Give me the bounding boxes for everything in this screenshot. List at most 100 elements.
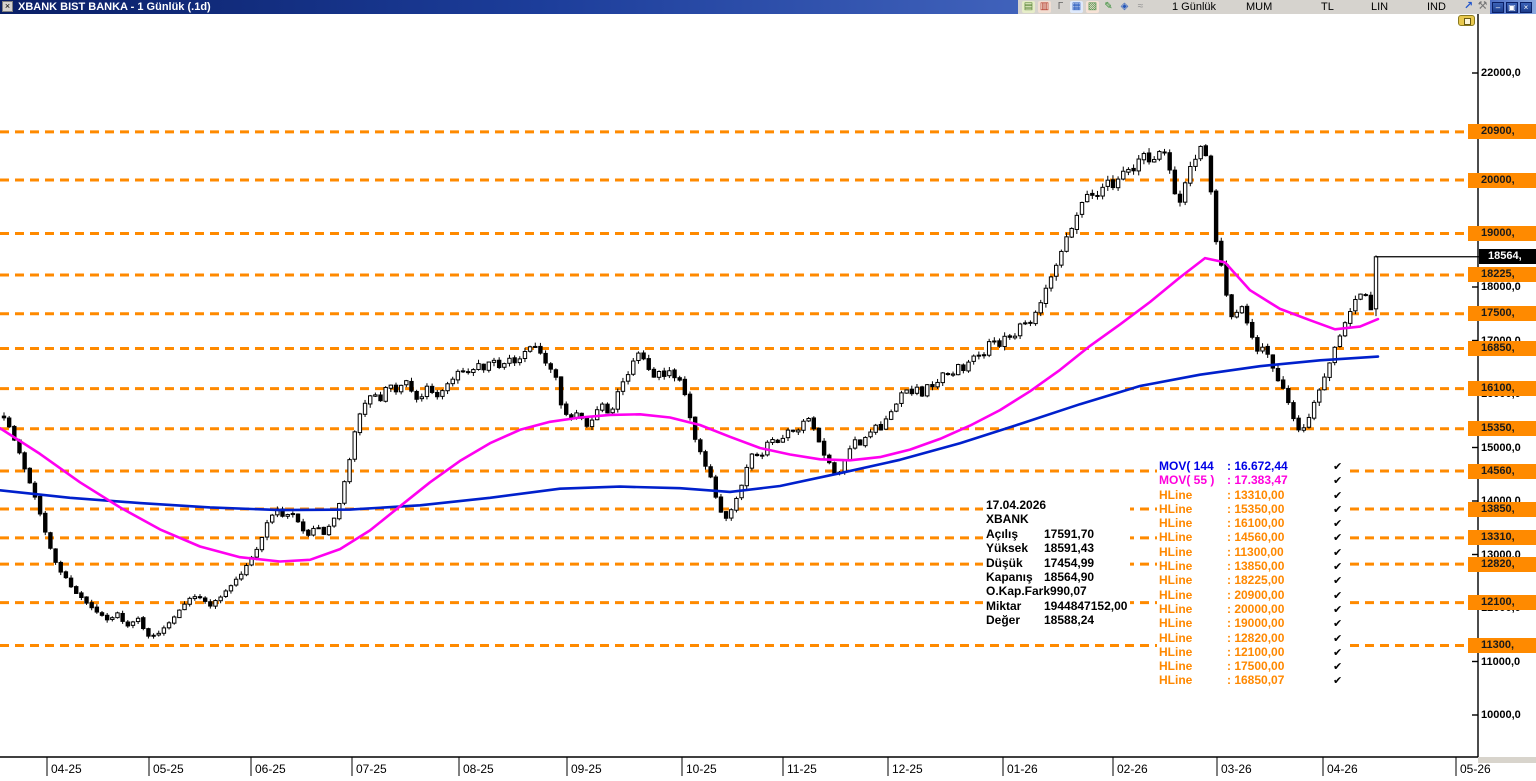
legend-row[interactable]: HLine : 17500,00 ✔ [1159, 659, 1342, 673]
toolbar-button-MUM[interactable]: MUM [1246, 1, 1273, 13]
legend-check-icon[interactable]: ✔ [1333, 575, 1343, 588]
legend-check-icon[interactable]: ✔ [1333, 646, 1343, 659]
y-axis-label-10000: 10000,0 [1481, 709, 1521, 721]
legend-name: MOV( 144 [1159, 459, 1214, 473]
toolbar-button-TL[interactable]: TL [1321, 1, 1334, 13]
legend-value: : 16.672,44 [1227, 459, 1288, 473]
info-date: 17.04.2026 [986, 498, 1047, 512]
indicator-wave-icon[interactable]: ≈ [1137, 1, 1144, 12]
legend-value: : 17500,00 [1227, 659, 1285, 674]
annotation-icon[interactable] [1458, 15, 1475, 26]
link-arrow-icon[interactable]: ↗ [1463, 0, 1474, 12]
chart-type-icon[interactable]: ▧ [1086, 1, 1099, 13]
legend-check-icon[interactable]: ✔ [1333, 489, 1343, 502]
info-symbol: XBANK [986, 512, 1029, 527]
legend-name: HLine [1159, 544, 1193, 559]
minimize-button[interactable]: – [1492, 1, 1504, 13]
legend-value: : 20900,00 [1227, 587, 1285, 602]
legend-row[interactable]: HLine: 19000,00 ✔ [1159, 616, 1342, 630]
hline-price-tag-16100[interactable]: 16100, [1468, 381, 1536, 397]
legend-name: HLine [1159, 530, 1193, 545]
legend-row[interactable]: MOV( 55 ): 17.383,47 ✔ [1159, 473, 1342, 487]
legend-row[interactable]: HLine: 20000,00 ✔ [1159, 602, 1342, 616]
y-axis-label-11000: 11000,0 [1481, 655, 1521, 668]
hline-price-tag-11300[interactable]: 11300, [1468, 637, 1536, 653]
hline-price-tag-17500[interactable]: 17500, [1468, 306, 1536, 322]
legend-name: HLine [1159, 573, 1193, 588]
x-axis-label-01-26: 01-26 [1007, 762, 1038, 776]
x-axis-label-07-25: 07-25 [356, 762, 387, 776]
hline-price-tag-16850[interactable]: 16850, [1468, 341, 1536, 357]
legend-row[interactable]: HLine: 16850,07 ✔ [1159, 673, 1342, 687]
foreks-logo-icon[interactable]: Γ [1057, 1, 1064, 12]
legend-check-icon[interactable]: ✔ [1333, 503, 1343, 516]
info-row: Kapanış 18564,90 [986, 570, 1127, 584]
x-axis-label-09-25: 09-25 [571, 762, 602, 776]
hline-price-tag-15350[interactable]: 15350, [1468, 421, 1536, 437]
draw-pencil-icon[interactable]: ✎ [1104, 1, 1113, 12]
restore-button[interactable]: ▣ [1506, 1, 1518, 13]
legend-value: : 12100,00 [1227, 644, 1285, 659]
mov-144-line[interactable] [0, 355, 1380, 512]
y-axis-label-18000: 18000,0 [1481, 281, 1521, 293]
legend-check-icon[interactable]: ✔ [1333, 518, 1343, 531]
legend-check-icon[interactable]: ✔ [1333, 589, 1343, 602]
hline-price-tag-13310[interactable]: 13310, [1468, 530, 1536, 546]
legend-check-icon[interactable]: ✔ [1333, 546, 1343, 559]
legend-name: HLine [1159, 630, 1193, 645]
hline-price-tag-14560[interactable]: 14560, [1468, 463, 1536, 479]
legend-row[interactable]: HLine: 20900,00 ✔ [1159, 588, 1342, 602]
legend-row[interactable]: HLine: 11300,00 ✔ [1159, 545, 1342, 559]
panel-close-icon[interactable]: × [2, 1, 13, 12]
quote-list-icon[interactable]: ▤ [1022, 1, 1035, 13]
info-row: Düşük 17454,99 [986, 556, 1127, 570]
hline-price-tag-20000[interactable]: 20000, [1468, 172, 1536, 188]
close-button[interactable]: × [1520, 1, 1532, 13]
legend-row[interactable]: MOV( 144 : 16.672,44 ✔ [1159, 459, 1342, 473]
legend-row[interactable]: HLine: 13850,00 ✔ [1159, 559, 1342, 573]
table-icon[interactable]: ▦ [1070, 1, 1083, 13]
hline-price-tag-19000[interactable]: 19000, [1468, 226, 1536, 241]
x-axis-label-11-25: 11-25 [787, 762, 817, 776]
hline-price-tag-13850[interactable]: 13850, [1468, 501, 1536, 517]
legend-check-icon[interactable]: ✔ [1333, 461, 1343, 473]
legend-check-icon[interactable]: ✔ [1333, 632, 1343, 645]
info-value: 17454,99 [1044, 555, 1095, 570]
legend-name: HLine [1159, 559, 1193, 574]
mov-55-line[interactable] [0, 256, 1380, 563]
legend-check-icon[interactable]: ✔ [1333, 661, 1343, 674]
legend-value: : 12820,00 [1227, 630, 1285, 645]
legend-check-icon[interactable]: ✔ [1333, 675, 1343, 688]
tools-icon[interactable]: ⚒ [1477, 0, 1488, 12]
hline-price-tag-12820[interactable]: 12820, [1468, 556, 1536, 572]
legend-check-icon[interactable]: ✔ [1333, 475, 1343, 488]
alert-icon[interactable]: ▥ [1038, 1, 1051, 13]
info-value: 1944847152,00 [1044, 598, 1128, 613]
legend-row[interactable]: HLine: 16100,00 ✔ [1159, 516, 1342, 530]
info-value: 18588,24 [1044, 613, 1095, 628]
compass-icon[interactable]: ◈ [1120, 1, 1129, 12]
toolbar-button-LIN[interactable]: LIN [1371, 1, 1389, 13]
y-axis-label-15000: 15000,0 [1481, 441, 1521, 454]
toolbar-button-IND[interactable]: IND [1427, 1, 1446, 13]
legend-check-icon[interactable]: ✔ [1333, 618, 1343, 631]
legend-check-icon[interactable]: ✔ [1333, 561, 1343, 574]
legend-row[interactable]: HLine: 18225,00 ✔ [1159, 573, 1342, 587]
info-label: Açılış [986, 526, 1019, 541]
legend-row[interactable]: HLine: 14560,00 ✔ [1159, 530, 1342, 544]
legend-row[interactable]: HLine: 12100,00 ✔ [1159, 645, 1342, 659]
hline-price-tag-20900[interactable]: 20900, [1468, 124, 1536, 140]
legend-check-icon[interactable]: ✔ [1333, 603, 1343, 616]
legend-name: HLine [1159, 659, 1193, 674]
legend-row[interactable]: HLine: 13310,00 ✔ [1159, 488, 1342, 502]
legend-name: HLine [1159, 501, 1193, 516]
info-row: Değer 18588,24 [986, 613, 1127, 627]
toolbar-button-1 Günlük[interactable]: 1 Günlük [1172, 1, 1217, 13]
legend-row[interactable]: HLine : 12820,00 ✔ [1159, 631, 1342, 645]
legend-row[interactable]: HLine: 15350,00 ✔ [1159, 502, 1342, 516]
hline-price-tag-12100[interactable]: 12100, [1468, 595, 1536, 611]
x-axis-label-03-26: 03-26 [1221, 762, 1252, 776]
legend-check-icon[interactable]: ✔ [1333, 532, 1343, 545]
hline-price-tag-18225[interactable]: 18225, [1468, 267, 1536, 283]
